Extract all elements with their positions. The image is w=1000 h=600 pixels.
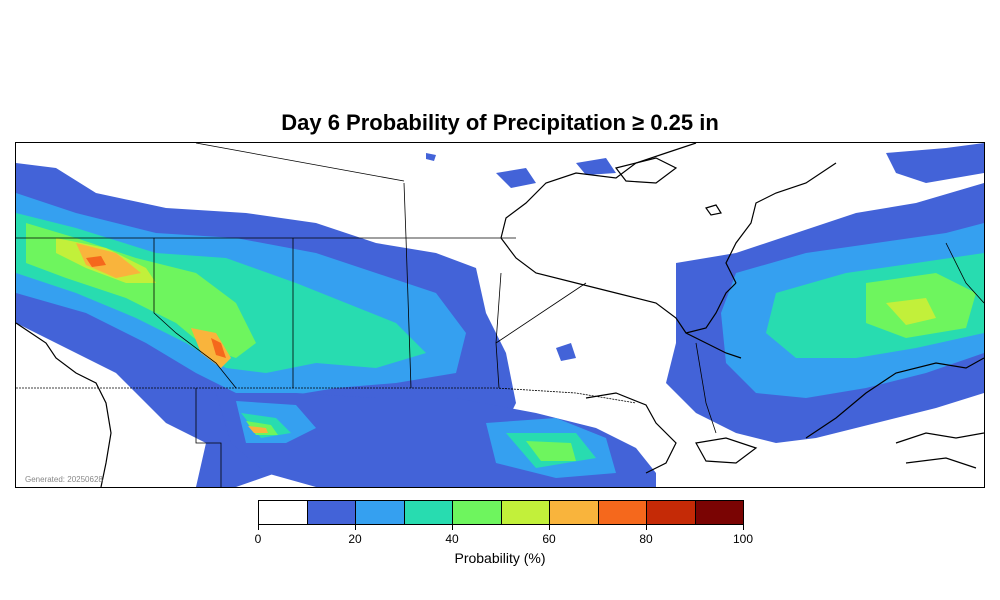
legend-tick-mark — [452, 525, 453, 530]
map-title: Day 6 Probability of Precipitation ≥ 0.2… — [281, 110, 719, 135]
us-canada-border — [16, 387, 637, 404]
legend-tick-label: 100 — [732, 532, 754, 546]
on-border-diag — [495, 282, 587, 344]
us-state-borders — [195, 388, 222, 487]
precip-area-west-60 — [76, 243, 141, 278]
legend-tick-mark — [743, 525, 744, 530]
color-legend — [258, 500, 744, 525]
legend-swatch-90-100 — [694, 501, 743, 524]
legend-tick-label: 80 — [639, 532, 653, 546]
legend-tick-mark — [646, 525, 647, 530]
island-outline-1 — [614, 157, 678, 184]
territory-border-north — [195, 143, 405, 182]
legend-tick-label: 20 — [348, 532, 362, 546]
island-outline-2 — [705, 204, 722, 216]
precip-area-south-20 — [236, 401, 616, 478]
coastlines — [16, 143, 984, 487]
province-border-bc-ab — [153, 238, 237, 389]
labrador-border — [945, 242, 984, 304]
precip-area-east-50 — [886, 298, 936, 325]
boundaries — [16, 143, 984, 487]
probability-map — [16, 143, 984, 487]
map-panel[interactable]: Generated: 20250628 — [15, 142, 985, 488]
precip-area-south-40 — [246, 421, 576, 461]
quebec-border — [695, 342, 717, 434]
legend-swatch-20-30 — [355, 501, 404, 524]
pacific-coast — [16, 322, 112, 487]
legend-tick-label: 0 — [254, 532, 262, 546]
legend-swatch-0-10 — [259, 501, 307, 524]
precip-fields — [16, 143, 984, 487]
legend-swatch-70-80 — [597, 501, 646, 524]
st-lawrence-coast — [805, 357, 984, 439]
legend-label: Probability (%) — [454, 550, 546, 566]
precip-area-west-70 — [86, 256, 106, 267]
legend-tick-label: 60 — [542, 532, 556, 546]
legend-tick-mark — [258, 525, 259, 530]
legend-swatch-10-20 — [306, 501, 355, 524]
precip-area-rockies-70 — [211, 338, 226, 358]
legend-swatch-30-40 — [403, 501, 452, 524]
precip-area-rockies-60 — [191, 328, 231, 368]
legend-swatch-50-60 — [500, 501, 549, 524]
legend-swatch-60-70 — [549, 501, 598, 524]
legend-tick-mark — [549, 525, 550, 530]
hudson-bay-coast — [500, 143, 837, 359]
maritimes-coast — [895, 432, 984, 469]
great-lakes-outline — [585, 392, 758, 474]
legend-swatch-40-50 — [452, 501, 501, 524]
legend-tick-mark — [355, 525, 356, 530]
james-bay-coast — [685, 282, 737, 334]
precip-area-north-speckles — [426, 143, 984, 361]
precip-area-south-60 — [248, 426, 268, 433]
legend-swatch-80-90 — [646, 501, 695, 524]
legend-tick-label: 40 — [445, 532, 459, 546]
precip-area-south-30 — [241, 413, 596, 468]
generated-stamp: Generated: 20250628 — [25, 475, 103, 484]
